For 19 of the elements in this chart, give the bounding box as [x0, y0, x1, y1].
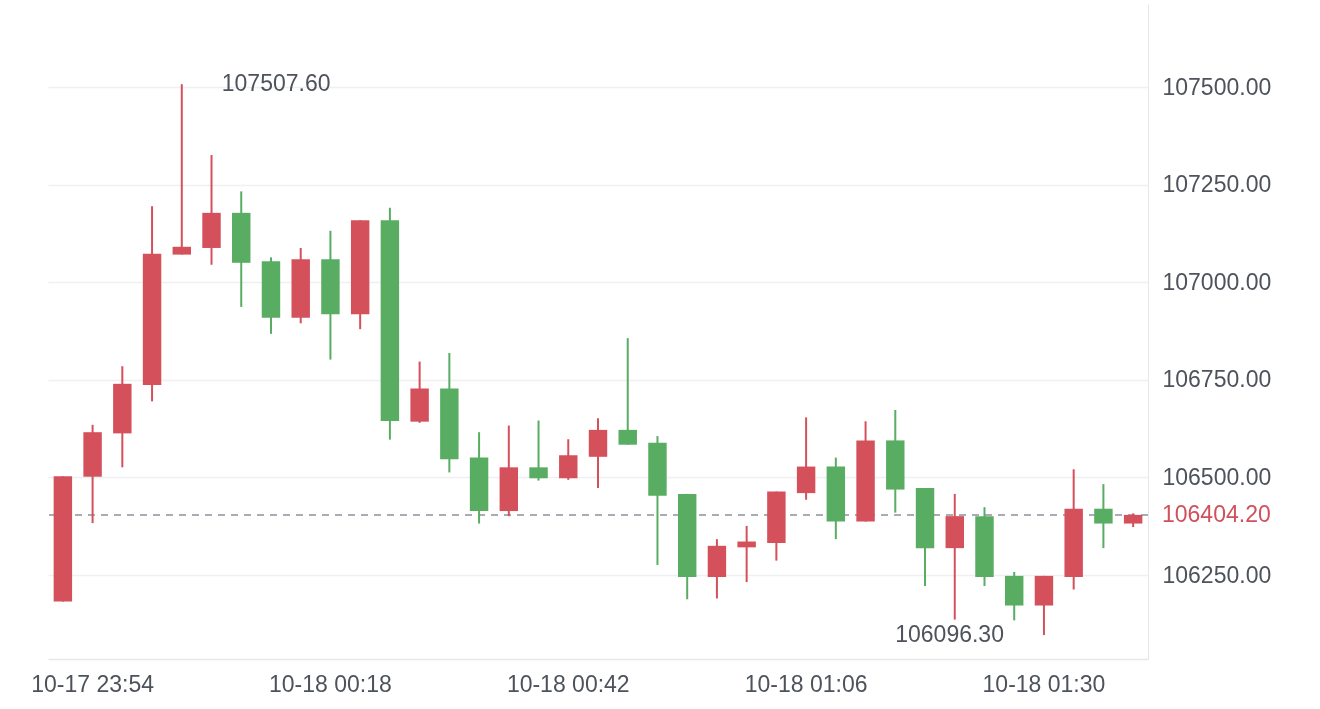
y-tick-label: 107250.00 — [1162, 171, 1272, 198]
candlestick — [618, 337, 637, 446]
y-tick-label: 107500.00 — [1162, 73, 1272, 100]
y-tick-label: 106500.00 — [1162, 463, 1272, 490]
annotation: 107507.60 — [221, 70, 331, 97]
x-tick-label: 10-18 00:42 — [506, 670, 630, 697]
ref-line-label: 106404.20 — [1162, 500, 1271, 527]
y-tick-label: 106250.00 — [1162, 561, 1272, 588]
y-tick-label: 106750.00 — [1162, 366, 1272, 393]
y-tick-label: 107000.00 — [1162, 268, 1272, 295]
x-tick-label: 10-18 00:18 — [269, 670, 392, 697]
x-tick-label: 10-18 01:06 — [744, 670, 868, 697]
annotation: 106096.30 — [895, 621, 1004, 648]
candlestick — [172, 83, 191, 256]
x-tick-label: 10-17 23:54 — [31, 670, 155, 697]
candlestick — [559, 438, 578, 481]
x-tick-label: 10-18 01:30 — [982, 670, 1106, 697]
candlestick — [1094, 483, 1113, 550]
candlestick — [529, 419, 548, 482]
